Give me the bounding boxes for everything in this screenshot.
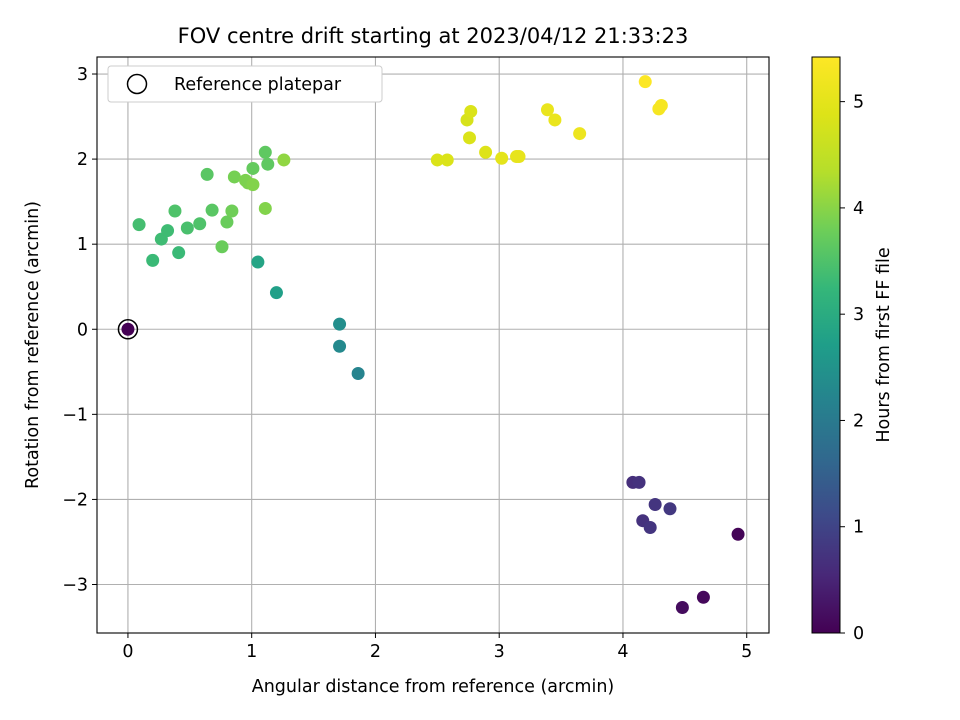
data-point	[161, 224, 175, 238]
x-axis-label: Angular distance from reference (arcmin)	[252, 677, 615, 697]
data-point	[246, 161, 260, 175]
data-point	[512, 150, 526, 164]
data-point	[269, 286, 283, 300]
data-point	[479, 145, 493, 159]
plot-background	[97, 57, 769, 633]
data-point	[205, 203, 219, 217]
data-point	[731, 527, 745, 541]
colorbar-frame	[811, 56, 841, 634]
data-point	[121, 322, 135, 336]
legend-marker-reference	[126, 73, 148, 95]
chart-title: FOV centre drift starting at 2023/04/12 …	[178, 24, 689, 48]
data-point	[193, 217, 207, 231]
y-tick-label: 3	[77, 65, 88, 85]
x-tick-label: 3	[494, 642, 505, 662]
data-point	[495, 151, 509, 165]
colorbar-tick-label: 3	[853, 305, 864, 325]
colorbar-ticks: 0 1 2 3 4 5	[840, 93, 864, 644]
data-point	[277, 153, 291, 167]
colorbar: 0 1 2 3 4 5 Hours from first FF file	[811, 56, 894, 644]
data-point	[132, 218, 146, 232]
grid	[97, 57, 769, 633]
plot-area: 0 1 2 3 4 5 −3 −2 −1 0 1 2 3	[62, 56, 770, 662]
scatter-points	[117, 75, 745, 614]
data-point	[258, 201, 272, 215]
colorbar-tick-label: 0	[853, 624, 864, 644]
y-tick-label: 1	[77, 235, 88, 255]
data-point	[654, 98, 668, 112]
data-point	[225, 204, 239, 218]
y-axis-label: Rotation from reference (arcmin)	[23, 201, 43, 489]
data-point	[251, 255, 265, 269]
colorbar-tick-label: 1	[853, 518, 864, 538]
data-point	[168, 204, 182, 218]
data-point	[663, 502, 677, 516]
data-point	[333, 339, 347, 353]
data-point	[638, 75, 652, 89]
legend: Reference platepar	[107, 65, 383, 103]
data-point	[258, 145, 272, 159]
x-tick-label: 0	[122, 642, 133, 662]
y-tick-label: −3	[62, 576, 88, 596]
data-point	[632, 475, 646, 489]
data-point	[440, 153, 454, 167]
data-point	[463, 131, 477, 145]
data-point	[215, 240, 229, 254]
data-point	[430, 153, 444, 167]
data-point	[172, 246, 186, 260]
x-tick-label: 4	[617, 642, 628, 662]
y-tick-label: 2	[77, 150, 88, 170]
colorbar-tick-label: 5	[853, 93, 864, 113]
data-point	[227, 170, 241, 184]
y-tick-label: −1	[62, 405, 88, 425]
data-point	[648, 498, 662, 512]
data-point	[464, 104, 478, 118]
x-tick-label: 1	[246, 642, 257, 662]
colorbar-tick-label: 4	[853, 199, 864, 219]
data-point	[573, 127, 587, 141]
colorbar-label: Hours from first FF file	[874, 247, 894, 442]
data-point	[548, 113, 562, 127]
y-axis-ticks: −3 −2 −1 0 1 2 3	[62, 65, 97, 596]
legend-box	[107, 65, 383, 103]
y-tick-label: −2	[62, 490, 88, 510]
data-point	[540, 103, 554, 117]
data-point	[220, 215, 234, 229]
data-point	[696, 590, 710, 604]
colorbar-tick-label: 2	[853, 411, 864, 431]
data-point	[146, 253, 160, 267]
data-point	[261, 157, 275, 171]
x-tick-label: 2	[370, 642, 381, 662]
x-tick-label: 5	[741, 642, 752, 662]
data-point	[643, 520, 657, 534]
reference-platepar-marker	[117, 319, 139, 340]
data-point	[333, 317, 347, 331]
x-axis-ticks: 0 1 2 3 4 5	[122, 633, 752, 662]
data-point	[180, 221, 194, 235]
legend-entry-reference: Reference platepar	[174, 75, 342, 95]
plot-frame	[96, 56, 770, 634]
data-point	[200, 167, 214, 181]
data-point	[246, 178, 260, 192]
data-point	[675, 600, 689, 614]
y-tick-label: 0	[77, 320, 88, 340]
colorbar-gradient	[812, 57, 840, 633]
data-point	[351, 367, 365, 381]
